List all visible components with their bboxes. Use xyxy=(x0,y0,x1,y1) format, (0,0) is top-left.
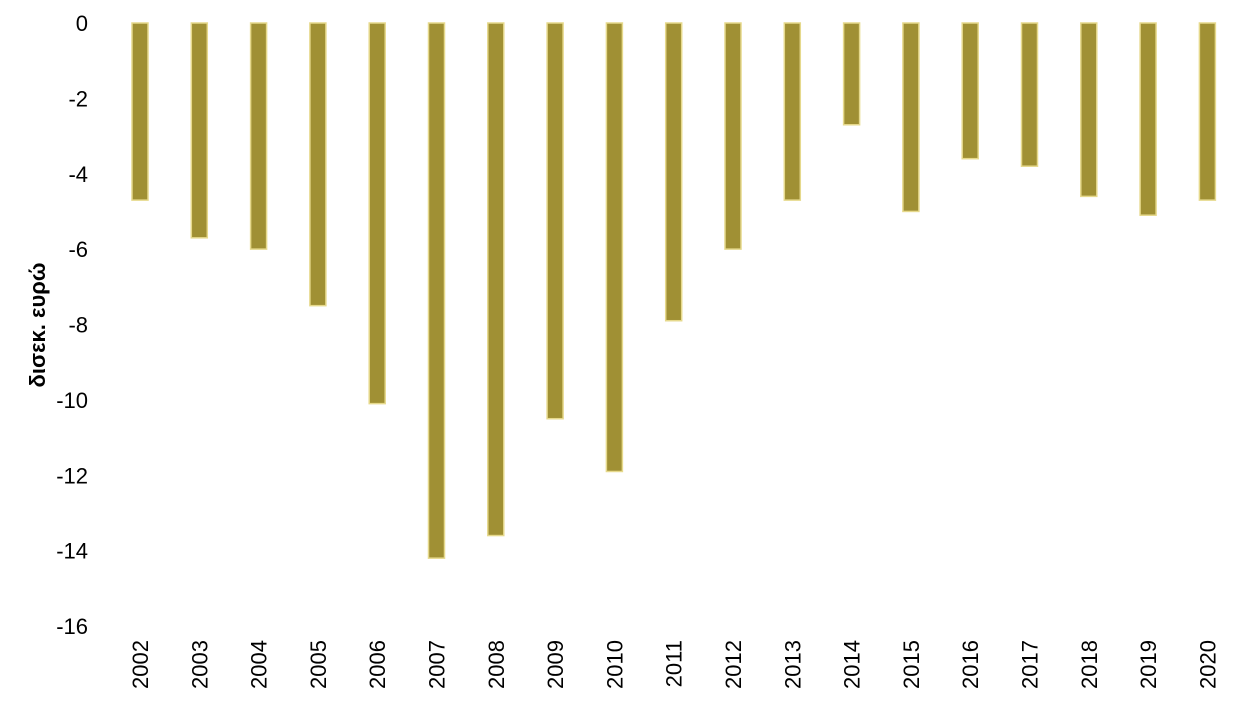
y-tick-label: -12 xyxy=(56,463,88,488)
y-axis: 0 -2 -4 -6 -8 -10 -12 -14 -16 xyxy=(56,11,88,639)
x-tick-label: 2016 xyxy=(958,640,983,689)
x-tick-label: 2008 xyxy=(484,640,509,689)
y-tick-label: -4 xyxy=(68,162,88,187)
bar-2020 xyxy=(1198,22,1217,201)
bar-2014 xyxy=(842,22,861,126)
x-tick-label: 2013 xyxy=(780,640,805,689)
bar-2019 xyxy=(1139,22,1157,216)
bar-2016 xyxy=(961,22,979,160)
x-tick-label: 2006 xyxy=(365,640,390,689)
y-tick-label: -16 xyxy=(56,614,88,639)
x-tick-label: 2005 xyxy=(306,640,331,689)
x-tick-label: 2007 xyxy=(425,640,450,689)
bar-2011 xyxy=(664,22,683,322)
y-tick-label: -10 xyxy=(56,388,88,413)
y-tick-label: -8 xyxy=(68,313,88,338)
x-tick-label: 2004 xyxy=(247,640,272,689)
bar-2008 xyxy=(487,22,505,537)
bar-2017 xyxy=(1020,22,1039,167)
bar-2004 xyxy=(249,22,268,250)
x-tick-label: 2017 xyxy=(1018,640,1043,689)
bar-2003 xyxy=(190,22,209,239)
y-tick-label: -2 xyxy=(68,86,88,111)
y-tick-label: -14 xyxy=(56,539,88,564)
bars xyxy=(131,22,1217,559)
y-tick-label: -6 xyxy=(68,237,88,262)
bar-2009 xyxy=(546,22,564,420)
x-tick-label: 2015 xyxy=(899,640,924,689)
x-axis: 2002 2003 2004 2005 2006 2007 2008 2009 2010 2011… xyxy=(128,640,1220,689)
bar-2005 xyxy=(309,22,327,307)
x-tick-label: 2009 xyxy=(543,640,568,689)
bar-2006 xyxy=(368,22,386,405)
x-tick-label: 2011 xyxy=(662,640,687,687)
bar-2012 xyxy=(724,22,742,250)
x-tick-label: 2020 xyxy=(1195,640,1220,689)
bar-2002 xyxy=(131,22,149,201)
bar-2013 xyxy=(783,22,802,201)
x-tick-label: 2002 xyxy=(128,640,153,689)
bar-2018 xyxy=(1080,22,1098,198)
y-tick-label: 0 xyxy=(76,11,88,36)
x-tick-label: 2014 xyxy=(840,640,865,689)
x-tick-label: 2019 xyxy=(1136,640,1161,689)
bar-2007 xyxy=(427,22,446,559)
x-tick-label: 2010 xyxy=(602,640,627,689)
x-tick-label: 2018 xyxy=(1077,640,1102,689)
x-tick-label: 2012 xyxy=(721,640,746,689)
y-axis-title: δισεκ. ευρώ xyxy=(25,263,50,388)
x-tick-label: 2003 xyxy=(187,640,212,689)
bar-2015 xyxy=(902,22,920,213)
bar-2010 xyxy=(605,22,624,473)
